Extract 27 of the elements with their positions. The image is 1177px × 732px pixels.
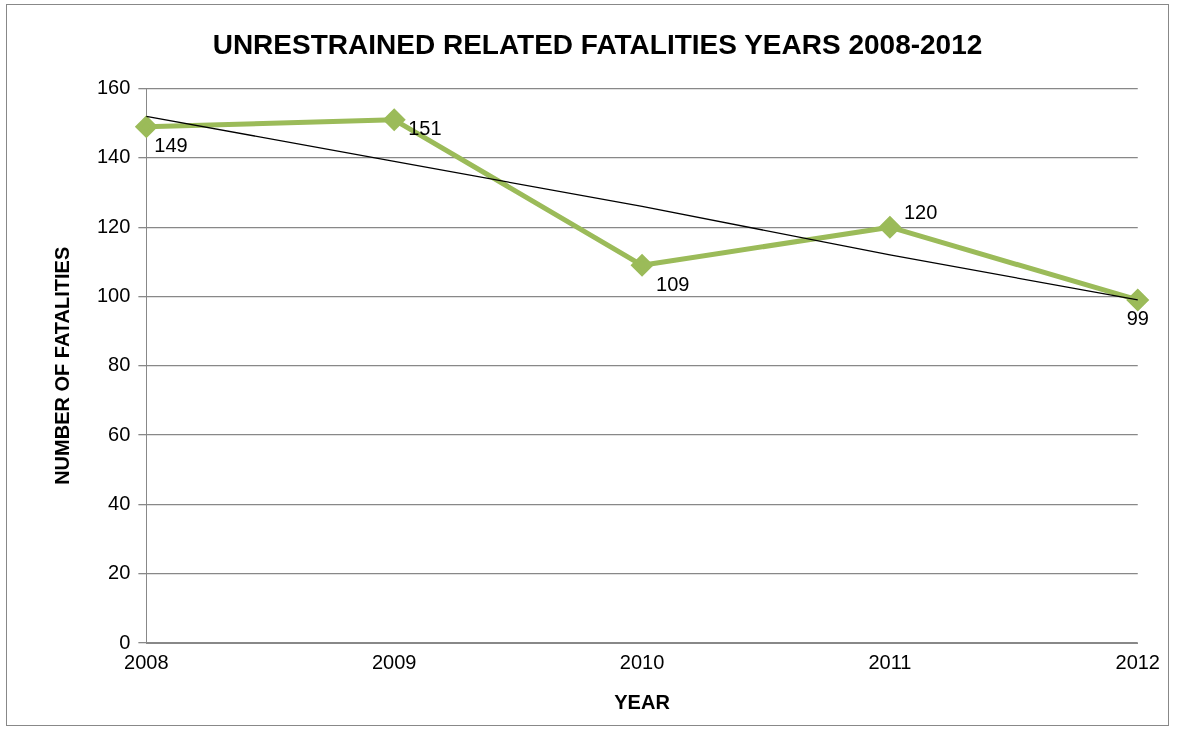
y-tick-label: 80 bbox=[108, 353, 131, 376]
y-tick-label: 140 bbox=[96, 145, 131, 168]
y-tick-label: 20 bbox=[108, 561, 131, 584]
x-axis-title: YEAR bbox=[614, 690, 671, 713]
data-label: 120 bbox=[903, 200, 938, 223]
y-tick-label: 0 bbox=[119, 630, 131, 653]
point bbox=[631, 254, 653, 276]
point bbox=[1127, 289, 1149, 311]
data-label: 149 bbox=[154, 134, 188, 157]
x-tick-label: 2010 bbox=[619, 650, 665, 673]
chart-title: UNRESTRAINED RELATED FATALITIES YEARS 2008-2012 bbox=[212, 28, 983, 60]
point bbox=[135, 116, 157, 138]
point bbox=[879, 216, 901, 238]
y-tick-label: 120 bbox=[96, 214, 131, 237]
x-tick-label: 2009 bbox=[371, 650, 417, 673]
data-label: 99 bbox=[1126, 307, 1149, 330]
x-tick-label: 2011 bbox=[868, 650, 912, 673]
y-tick-label: 100 bbox=[96, 284, 131, 307]
x-tick-label: 2008 bbox=[124, 650, 169, 673]
y-axis-title: NUMBER OF FATALITIES bbox=[50, 246, 73, 485]
data-label: 151 bbox=[408, 117, 442, 140]
x-tick-label: 2012 bbox=[1115, 650, 1160, 673]
y-tick-label: 160 bbox=[96, 76, 131, 99]
data-label: 109 bbox=[656, 272, 690, 295]
y-tick-label: 60 bbox=[108, 422, 131, 445]
y-tick-label: 40 bbox=[108, 491, 131, 514]
point bbox=[383, 109, 405, 131]
